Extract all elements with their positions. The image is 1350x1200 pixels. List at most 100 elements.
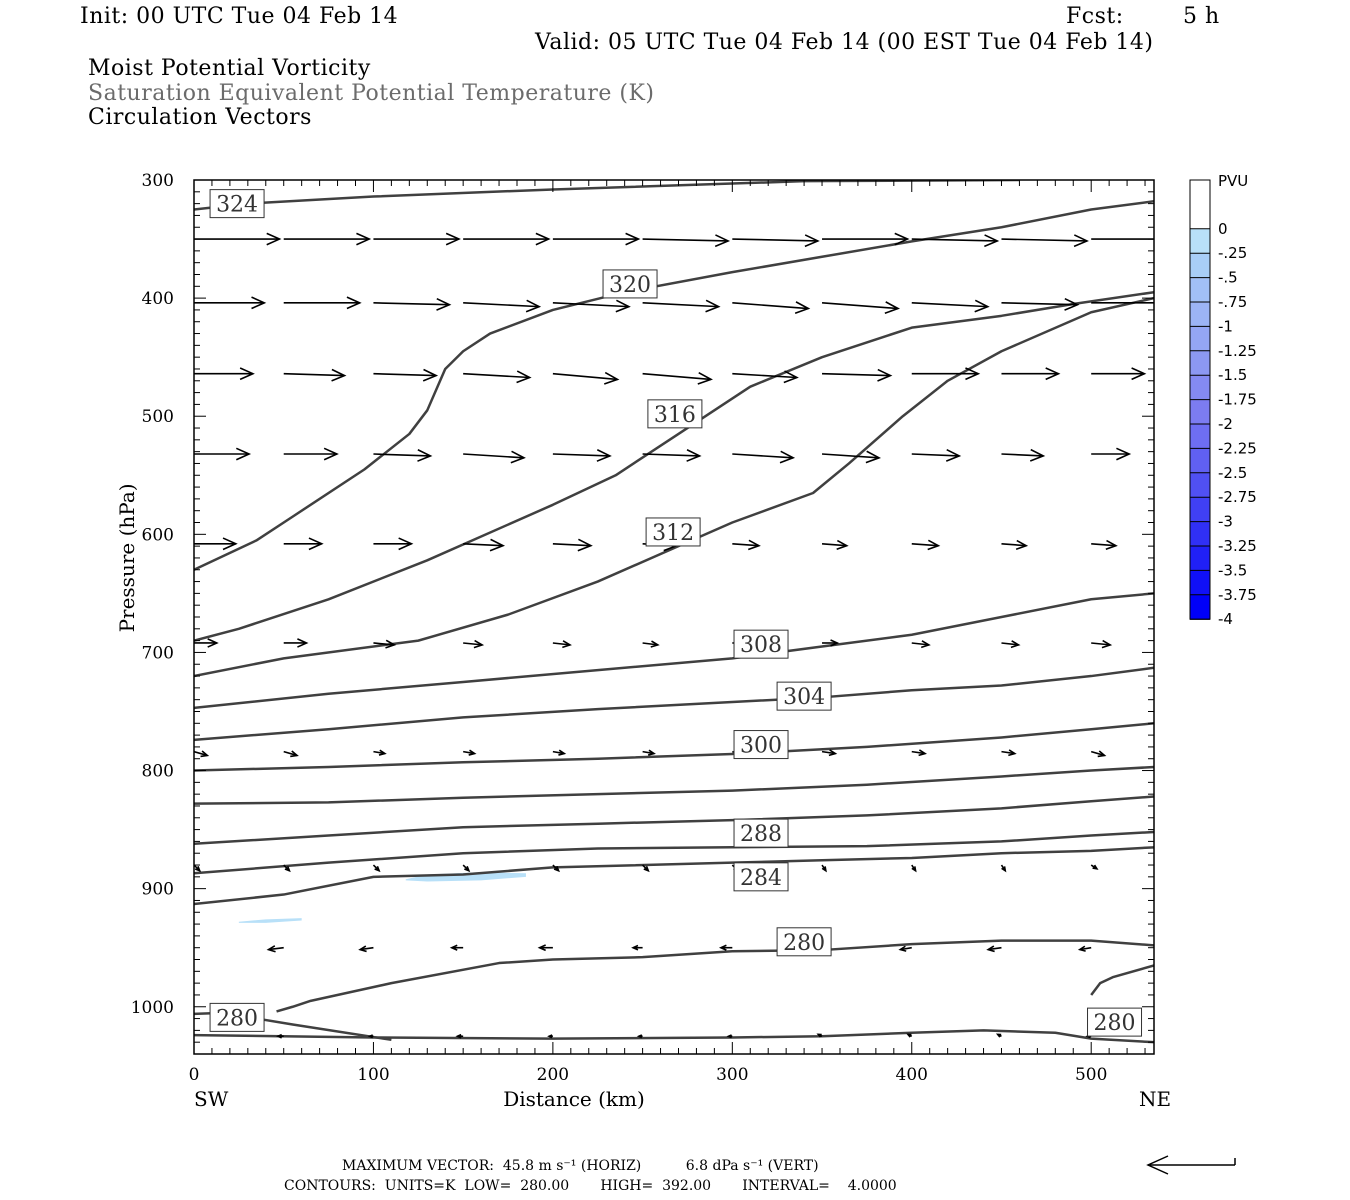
circulation-vector bbox=[373, 639, 397, 649]
colorbar-segment bbox=[1190, 277, 1210, 303]
contour-line bbox=[194, 795, 1154, 846]
colorbar-level-label: -.25 bbox=[1218, 244, 1247, 262]
field-title-vectors: Circulation Vectors bbox=[88, 105, 312, 130]
circulation-vector bbox=[1091, 367, 1147, 381]
circulation-vector bbox=[726, 1034, 733, 1039]
colorbar-level-label: -.75 bbox=[1218, 293, 1247, 311]
svg-text:280: 280 bbox=[783, 931, 825, 956]
circulation-vector bbox=[373, 449, 433, 462]
circulation-vector bbox=[283, 864, 291, 873]
circulation-vector bbox=[463, 232, 551, 246]
colorbar-segment bbox=[1190, 472, 1210, 498]
contour-line bbox=[194, 722, 1154, 772]
colorbar-segment bbox=[1190, 326, 1210, 352]
circulation-vector bbox=[911, 367, 981, 381]
svg-text:304: 304 bbox=[783, 685, 825, 710]
circulation-vector bbox=[1091, 302, 1154, 304]
forecast-label: Fcst: bbox=[1066, 4, 1124, 29]
circulation-vector bbox=[911, 539, 941, 551]
circulation-vector bbox=[732, 539, 761, 551]
circulation-vector bbox=[194, 296, 267, 310]
contour-label: 324 bbox=[209, 189, 265, 219]
colorbar-segment bbox=[1190, 228, 1210, 254]
contour-label: 284 bbox=[733, 862, 789, 892]
colorbar-segment bbox=[1190, 424, 1210, 449]
colorbar-level-label: -1.25 bbox=[1218, 342, 1257, 360]
circulation-vector bbox=[1000, 864, 1007, 873]
circulation-vector bbox=[188, 1035, 194, 1038]
field-title-theta-es: Saturation Equivalent Potential Temperat… bbox=[88, 81, 655, 106]
contour-label: 316 bbox=[647, 399, 703, 429]
y-tick-label: 1000 bbox=[131, 998, 174, 1018]
circulation-vector bbox=[552, 538, 593, 552]
circulation-vector bbox=[1091, 539, 1118, 551]
circulation-vector bbox=[463, 299, 542, 313]
circulation-vector bbox=[449, 944, 464, 951]
circulation-vector bbox=[642, 371, 713, 385]
circulation-vector bbox=[821, 301, 900, 315]
circulation-vector bbox=[194, 638, 219, 648]
circulation-vector bbox=[194, 750, 210, 758]
y-tick-label: 700 bbox=[142, 643, 174, 663]
circulation-vector bbox=[276, 1033, 284, 1039]
contour-label: 308 bbox=[733, 629, 789, 659]
circulation-vector bbox=[911, 299, 990, 313]
contour-label: 304 bbox=[776, 681, 832, 711]
circulation-vectors bbox=[188, 232, 1154, 1039]
circulation-vector bbox=[911, 864, 917, 873]
circulation-vector bbox=[732, 234, 820, 248]
circulation-vector bbox=[821, 539, 849, 551]
circulation-vector bbox=[911, 234, 1000, 248]
colorbar-level-label: -1.5 bbox=[1218, 366, 1247, 384]
circulation-vector bbox=[1001, 297, 1080, 311]
svg-text:280: 280 bbox=[216, 1006, 258, 1031]
colorbar-segment bbox=[1190, 521, 1210, 547]
circulation-vector bbox=[1001, 234, 1089, 248]
colorbar-level-label: -3.25 bbox=[1218, 537, 1257, 555]
circulation-vector bbox=[822, 368, 893, 382]
contour-label: 300 bbox=[733, 730, 789, 760]
svg-text:280: 280 bbox=[1094, 1011, 1136, 1036]
colorbar-segment bbox=[1190, 497, 1210, 523]
x-tick-label: 400 bbox=[896, 1065, 928, 1085]
circulation-vector bbox=[642, 299, 721, 313]
circulation-vector bbox=[821, 450, 881, 464]
circulation-vector bbox=[283, 296, 362, 310]
x-tick-label: 500 bbox=[1075, 1065, 1107, 1085]
contour-line bbox=[194, 765, 1154, 805]
circulation-vector bbox=[463, 538, 506, 552]
circulation-vector bbox=[1001, 749, 1017, 757]
contour-label: 320 bbox=[602, 269, 658, 299]
circulation-vector bbox=[1001, 640, 1021, 649]
colorbar-segment bbox=[1190, 399, 1210, 425]
x-tick-label: 0 bbox=[189, 1065, 200, 1085]
circulation-vector bbox=[911, 640, 931, 649]
circulation-vector bbox=[898, 945, 912, 952]
circulation-vector bbox=[552, 640, 572, 649]
circulation-vector bbox=[455, 1033, 464, 1039]
svg-text:320: 320 bbox=[609, 273, 651, 298]
colorbar-segment bbox=[1190, 350, 1210, 376]
circulation-vector bbox=[552, 299, 631, 313]
circulation-vector bbox=[822, 232, 910, 246]
forecast-hour: 5 h bbox=[1183, 4, 1220, 29]
circulation-vector bbox=[373, 368, 439, 382]
svg-text:284: 284 bbox=[740, 866, 782, 891]
colorbar-level-label: -3 bbox=[1218, 513, 1233, 531]
contour-label: 280 bbox=[209, 1002, 265, 1032]
circulation-vector bbox=[642, 449, 702, 462]
colorbar-level-label: -1.75 bbox=[1218, 391, 1257, 409]
svg-text:324: 324 bbox=[216, 193, 258, 218]
contour-line bbox=[194, 296, 1154, 678]
colorbar-level-label: -2.25 bbox=[1218, 439, 1257, 457]
y-tick-label: 800 bbox=[142, 762, 174, 782]
circulation-vector bbox=[373, 749, 387, 756]
colorbar-level-label: -2 bbox=[1218, 415, 1233, 433]
circulation-vector bbox=[552, 449, 612, 462]
colorbar-level-label: 0 bbox=[1218, 220, 1228, 238]
circulation-vector bbox=[1001, 448, 1046, 462]
circulation-vector bbox=[283, 537, 324, 551]
circulation-vector bbox=[636, 1034, 643, 1039]
contour-line bbox=[194, 1029, 1154, 1044]
